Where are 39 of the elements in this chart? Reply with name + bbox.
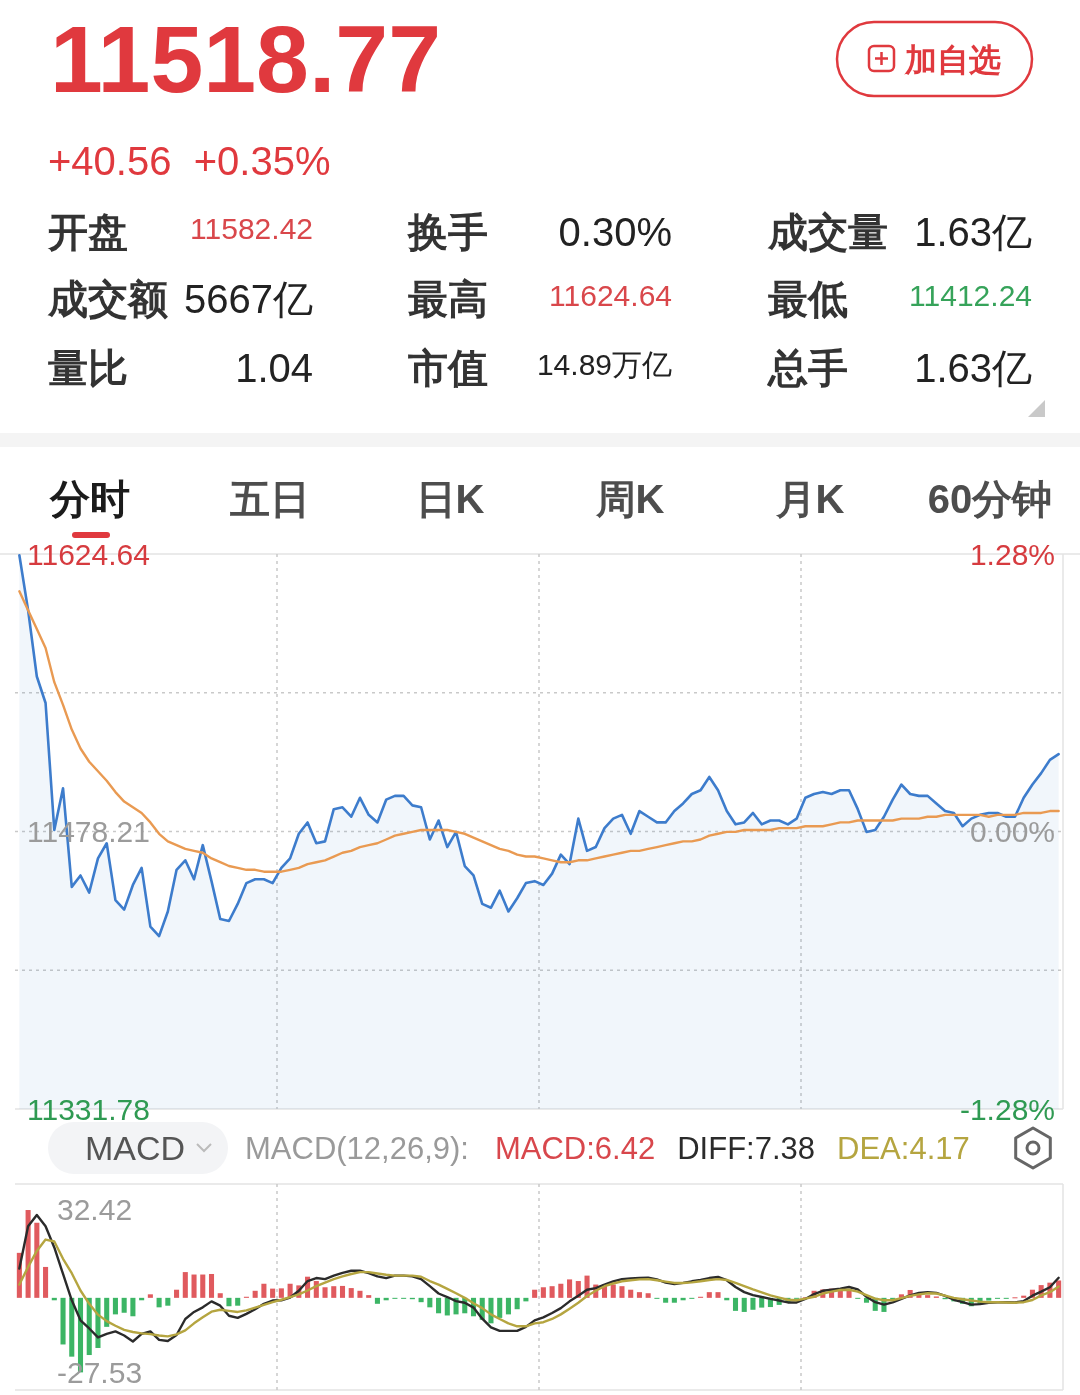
chart-title: MACD: [85, 1129, 186, 1167]
text: 11412.24: [909, 279, 1032, 312]
y2-tick-label: 1.28%: [969, 537, 1055, 571]
category-label: 市值: [407, 346, 488, 390]
text: 加自选: [904, 42, 1001, 78]
text: 11582.42: [190, 212, 313, 245]
category-label: 量比: [48, 346, 128, 390]
y-tick-label: 11331.78: [27, 1092, 150, 1126]
chart-subtitle: MACD(12,26,9):: [245, 1130, 469, 1166]
category-label: 换手: [406, 210, 488, 254]
category-label: 成交量: [767, 210, 888, 254]
text: DIFF:7.38: [677, 1130, 816, 1166]
text: 日K: [415, 477, 485, 521]
text: DEA:4.17: [837, 1130, 970, 1166]
category-label: 最高: [408, 277, 488, 321]
text: 月K: [774, 477, 845, 521]
text: 五日: [229, 477, 310, 521]
y2-tick-label: -1.28%: [959, 1092, 1055, 1126]
text: 60分钟: [927, 477, 1053, 521]
text: 0.30%: [558, 210, 672, 254]
text: 11518.77: [50, 6, 441, 112]
text: 周K: [594, 477, 665, 521]
text: 14.89万亿: [536, 348, 672, 381]
y-tick-label: 11624.64: [27, 537, 150, 571]
text: MACD:6.42: [494, 1130, 656, 1166]
text: 1.63亿: [914, 210, 1032, 254]
category-label: 总手: [766, 346, 848, 390]
y2-tick-label: 0.00%: [969, 815, 1055, 848]
text: 5667亿: [184, 277, 313, 321]
y-tick-label: -27.53: [57, 1355, 143, 1389]
text: 11624.64: [549, 279, 672, 312]
text: +40.56 +0.35%: [48, 139, 331, 183]
category-label: 最低: [768, 277, 848, 321]
category-label: 开盘: [47, 210, 128, 254]
text: 1.04: [235, 346, 313, 390]
y-tick-label: 32.42: [57, 1193, 133, 1227]
text: 1.63亿: [914, 346, 1032, 390]
text: 分时: [49, 477, 130, 521]
category-label: 成交额: [47, 277, 168, 321]
